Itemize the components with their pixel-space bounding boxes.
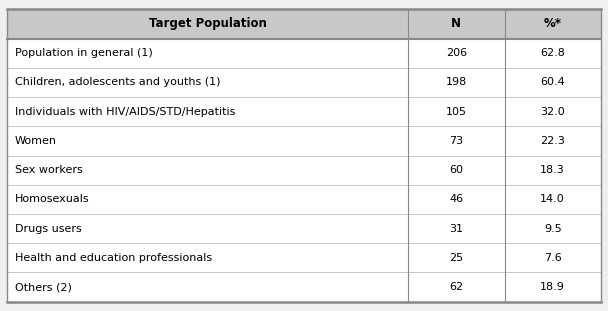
Bar (7, 126, 601, 156)
Bar (7, 272, 601, 302)
Text: 18.3: 18.3 (541, 165, 565, 175)
Text: Target Population: Target Population (148, 17, 266, 30)
Bar (7, 68, 601, 97)
Text: Others (2): Others (2) (15, 282, 72, 292)
Text: 206: 206 (446, 48, 467, 58)
Text: 18.9: 18.9 (540, 282, 565, 292)
Text: N: N (451, 17, 461, 30)
Text: Sex workers: Sex workers (15, 165, 82, 175)
Text: 105: 105 (446, 107, 467, 117)
Text: 25: 25 (449, 253, 463, 263)
Text: Homosexuals: Homosexuals (15, 194, 89, 204)
Text: 46: 46 (449, 194, 463, 204)
Text: Women: Women (15, 136, 57, 146)
Text: 198: 198 (446, 77, 467, 87)
Text: Individuals with HIV/AIDS/STD/Hepatitis: Individuals with HIV/AIDS/STD/Hepatitis (15, 107, 235, 117)
Bar (7, 9, 601, 39)
Text: Children, adolescents and youths (1): Children, adolescents and youths (1) (15, 77, 220, 87)
Text: 60.4: 60.4 (541, 77, 565, 87)
Bar (7, 97, 601, 126)
Text: 7.6: 7.6 (544, 253, 562, 263)
Bar (7, 185, 601, 214)
Bar (7, 156, 601, 185)
Text: 62: 62 (449, 282, 463, 292)
Text: 9.5: 9.5 (544, 224, 562, 234)
Text: 73: 73 (449, 136, 463, 146)
Text: 32.0: 32.0 (541, 107, 565, 117)
Bar (7, 214, 601, 243)
Text: 22.3: 22.3 (540, 136, 565, 146)
Bar (7, 243, 601, 272)
Text: 60: 60 (449, 165, 463, 175)
Text: Drugs users: Drugs users (15, 224, 81, 234)
Bar (7, 39, 601, 68)
Text: %*: %* (544, 17, 562, 30)
Text: Health and education professionals: Health and education professionals (15, 253, 212, 263)
Text: Population in general (1): Population in general (1) (15, 48, 153, 58)
Text: 14.0: 14.0 (541, 194, 565, 204)
Text: 31: 31 (449, 224, 463, 234)
Text: 62.8: 62.8 (540, 48, 565, 58)
